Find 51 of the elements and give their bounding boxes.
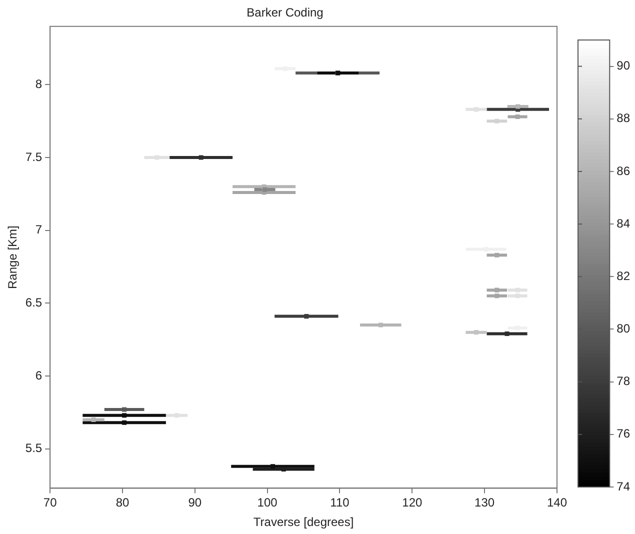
color-bar-label: 84: [616, 216, 630, 230]
point: [504, 332, 510, 336]
color-bar-label: 82: [616, 268, 630, 283]
point: [378, 322, 383, 328]
point: [122, 413, 127, 418]
color-bar-label: 80: [616, 322, 630, 336]
x-tick-label: 120: [402, 496, 422, 510]
point: [474, 330, 479, 335]
color-bar-label: 88: [616, 111, 630, 126]
chart-title: Barker Coding: [246, 6, 324, 20]
point: [281, 466, 286, 472]
point: [515, 114, 520, 119]
y-tick-label: 8: [35, 76, 42, 91]
point: [198, 155, 204, 160]
x-tick-label: 70: [43, 496, 58, 510]
point: [515, 326, 520, 330]
color-bar-label: 86: [616, 164, 630, 178]
color-bar-label: 90: [616, 58, 630, 73]
point: [270, 464, 276, 469]
color-bar-label: 74: [616, 479, 630, 494]
point: [304, 314, 309, 319]
y-axis-title: Range [Km]: [6, 226, 20, 289]
point: [262, 187, 268, 192]
point: [494, 118, 500, 124]
x-tick-label: 80: [116, 496, 130, 510]
x-tick-label: 90: [188, 496, 202, 510]
point: [515, 294, 520, 298]
point: [494, 252, 500, 258]
point: [122, 407, 127, 412]
point: [494, 294, 500, 298]
x-tick-label: 110: [330, 496, 350, 510]
y-tick-label: 5.5: [25, 441, 42, 456]
point: [515, 288, 520, 292]
point: [484, 247, 488, 252]
color-bar-label: 76: [616, 426, 630, 441]
y-tick-label: 6: [35, 368, 42, 382]
x-tick-label: 130: [474, 496, 495, 510]
y-tick-label: 6.5: [25, 296, 42, 310]
point: [494, 288, 500, 292]
y-tick-label: 7: [35, 222, 42, 237]
point: [122, 420, 127, 425]
x-tick-label: 100: [257, 496, 278, 510]
point: [516, 104, 520, 109]
y-tick-label: 7.5: [25, 150, 42, 164]
point: [174, 413, 180, 418]
x-tick-label: 140: [546, 496, 568, 510]
x-axis-title: Traverse [degrees]: [253, 515, 354, 530]
point: [154, 155, 160, 160]
color-bar-label: 78: [616, 374, 630, 388]
point: [474, 107, 479, 112]
point: [91, 417, 96, 422]
